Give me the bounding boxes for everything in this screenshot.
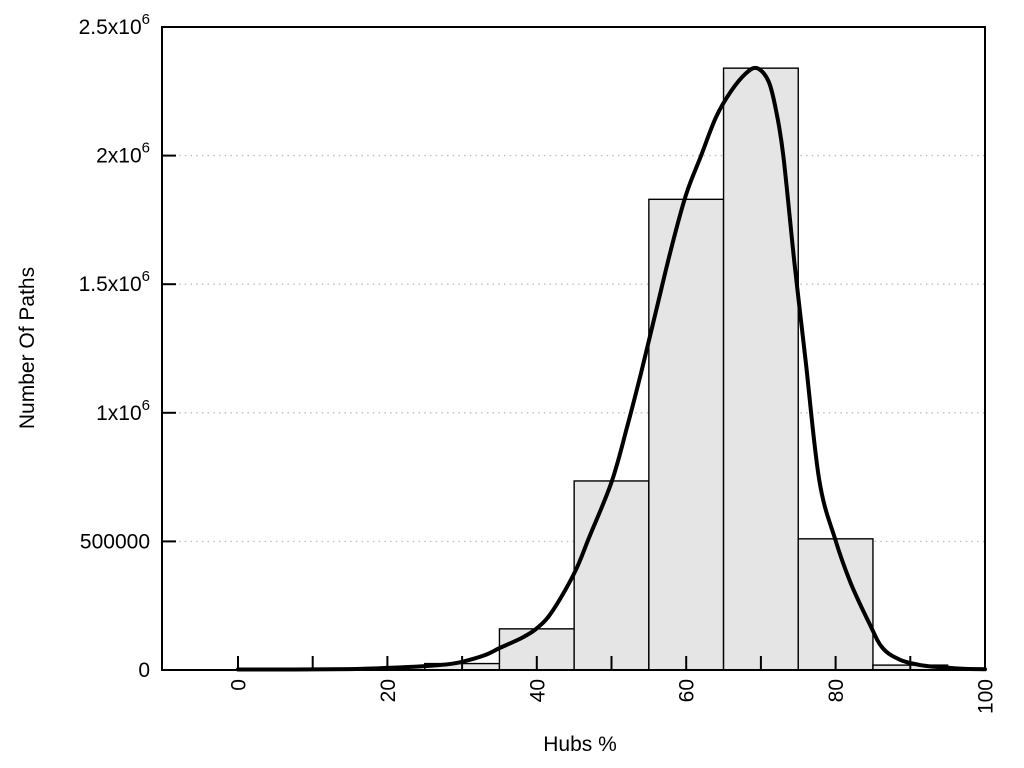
y-axis-title: Number Of Paths: [16, 266, 39, 430]
y-tick-label: 500000: [80, 530, 150, 553]
x-tick-label: 0: [228, 679, 251, 691]
y-tick-label: 0: [138, 659, 150, 682]
y-tick-label: 2.5x106: [79, 11, 150, 39]
plot-border: [161, 26, 986, 671]
y-tick-label: 1x106: [96, 397, 150, 425]
density-curve: [236, 65, 987, 672]
x-tick-label: 40: [526, 679, 549, 702]
x-tick-label: 100: [975, 679, 998, 714]
x-tick-label: 60: [676, 679, 699, 702]
y-tick-label: 2x106: [96, 140, 150, 168]
histogram-bar: [573, 480, 650, 671]
x-tick-label: 80: [825, 679, 848, 702]
histogram-bar: [722, 67, 799, 671]
x-tick-label: 20: [377, 679, 400, 702]
y-tick-label: 1.5x106: [79, 268, 150, 296]
x-axis-title: Hubs %: [543, 733, 617, 756]
histogram-bar: [648, 198, 725, 671]
